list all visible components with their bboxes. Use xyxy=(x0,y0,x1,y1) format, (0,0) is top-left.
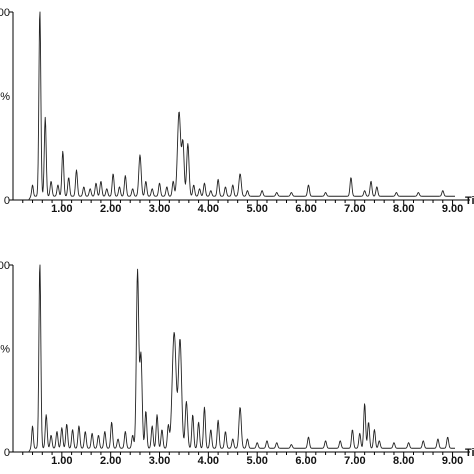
chromatogram-panel-bottom: 100 0% 1.00 2.00 3.00 4.00 5.00 6.00 7.00 8.00 9.0… xyxy=(0,260,474,467)
x-tick-label: 4.00 xyxy=(198,203,219,215)
x-axis-label: Ti xyxy=(465,447,474,459)
x-axis-label: Ti xyxy=(465,195,474,207)
y-max-label: 100 xyxy=(0,260,10,272)
x-tick-label: 6.00 xyxy=(295,203,316,215)
y-min-label: 0 xyxy=(4,447,10,459)
x-tick-label: 1.00 xyxy=(51,203,72,215)
chromatogram-panel-top: 100 0% 1.00 2.00 3.00 4.00 5.00 6.00 7.00 8.00 9.0… xyxy=(0,7,474,215)
x-tick-label: 2.00 xyxy=(100,455,121,467)
x-tick-label: 3.00 xyxy=(149,203,170,215)
x-tick-label: 5.00 xyxy=(246,203,267,215)
y-min-label: 0 xyxy=(4,195,10,207)
x-tick-label: 7.00 xyxy=(344,203,365,215)
x-tick-label: 3.00 xyxy=(149,455,170,467)
x-tick-label: 8.00 xyxy=(393,455,414,467)
x-tick-label: 2.00 xyxy=(100,203,121,215)
x-tick-label: 8.00 xyxy=(393,203,414,215)
y-max-label: 100 xyxy=(0,7,10,19)
x-tick-label: 6.00 xyxy=(295,455,316,467)
x-tick-label: 1.00 xyxy=(51,455,72,467)
y-axis-label: % xyxy=(0,91,10,103)
x-tick-label: 5.00 xyxy=(246,455,267,467)
chromatogram-trace xyxy=(28,264,455,453)
x-tick-label: 4.00 xyxy=(198,455,219,467)
x-tick-label: 9.00 xyxy=(442,203,463,215)
y-axis-label: % xyxy=(0,344,10,356)
x-tick-label: 9.00 xyxy=(442,455,463,467)
chromatogram-trace xyxy=(28,11,455,201)
x-tick-label: 7.00 xyxy=(344,455,365,467)
